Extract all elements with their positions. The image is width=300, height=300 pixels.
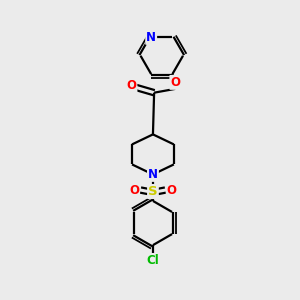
Text: O: O xyxy=(170,76,180,89)
Text: N: N xyxy=(148,168,158,181)
Text: O: O xyxy=(167,184,177,196)
Text: Cl: Cl xyxy=(147,254,159,267)
Text: N: N xyxy=(146,31,156,44)
Text: S: S xyxy=(148,185,158,198)
Text: O: O xyxy=(129,184,139,196)
Text: O: O xyxy=(127,80,136,92)
